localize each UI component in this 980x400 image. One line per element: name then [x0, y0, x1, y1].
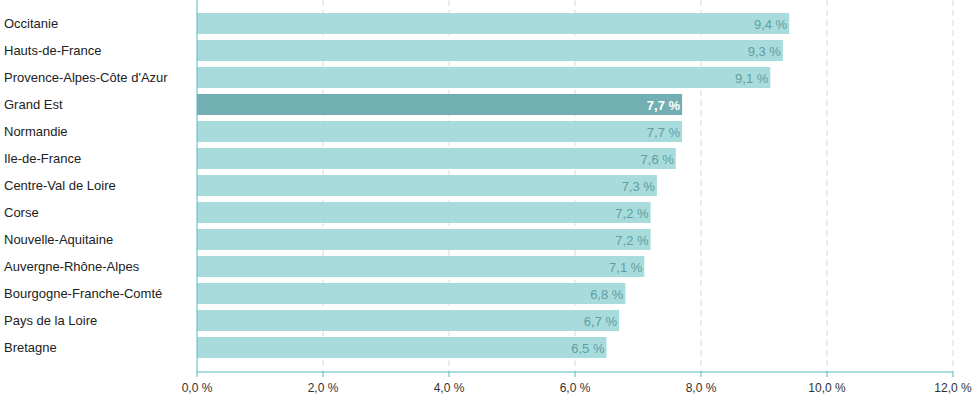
category-label: Occitanie: [4, 16, 58, 31]
bar: [197, 283, 625, 304]
bar: [197, 310, 619, 331]
tick-label: 0,0 %: [182, 381, 213, 395]
labels: Occitanie 9,4 % Hauts-de-France 9,3 % Proven…: [4, 16, 788, 356]
data-label: 7,3 %: [622, 179, 656, 194]
data-label: 6,7 %: [584, 314, 618, 329]
data-label: 9,4 %: [754, 17, 788, 32]
data-label: 7,1 %: [609, 260, 643, 275]
category-label: Ile-de-France: [4, 151, 81, 166]
tick-mark: [575, 372, 576, 377]
bar: [197, 67, 770, 88]
tick-label: 8,0 %: [686, 381, 717, 395]
bar: [197, 229, 651, 250]
category-label: Nouvelle-Aquitaine: [4, 232, 113, 247]
category-label: Centre-Val de Loire: [4, 178, 116, 193]
category-label: Corse: [4, 205, 39, 220]
bar: [197, 202, 651, 223]
data-label: 9,3 %: [748, 44, 782, 59]
tick-mark: [701, 372, 702, 377]
data-label: 6,5 %: [571, 341, 605, 356]
data-label: 9,1 %: [735, 71, 769, 86]
bar: [197, 121, 682, 142]
category-label: Auvergne-Rhône-Alpes: [4, 259, 140, 274]
x-axis-line: [197, 372, 953, 373]
bar: [197, 13, 789, 34]
data-label: 7,7 %: [647, 98, 681, 113]
chart: 0,0 % 2,0 % 4,0 % 6,0 % 8,0 % 10,0 % 12,0 % Occ…: [0, 0, 980, 400]
category-label: Hauts-de-France: [4, 43, 102, 58]
tick-mark: [197, 372, 198, 377]
tick-label: 6,0 %: [560, 381, 591, 395]
tick-label: 4,0 %: [434, 381, 465, 395]
category-label: Grand Est: [4, 97, 63, 112]
grid-line: [827, 0, 828, 372]
bars: [197, 13, 789, 358]
category-label: Bretagne: [4, 340, 57, 355]
data-label: 7,2 %: [615, 233, 649, 248]
tick-label: 10,0 %: [808, 381, 846, 395]
data-label: 7,2 %: [615, 206, 649, 221]
bar: [197, 175, 657, 196]
category-label: Normandie: [4, 124, 68, 139]
tick-label: 12,0 %: [934, 381, 972, 395]
tick-mark: [449, 372, 450, 377]
category-label: Bourgogne-Franche-Comté: [4, 286, 162, 301]
data-label: 7,7 %: [647, 125, 681, 140]
bar: [197, 94, 682, 115]
bar: [197, 40, 783, 61]
category-label: Provence-Alpes-Côte d'Azur: [4, 70, 168, 85]
tick-label: 2,0 %: [308, 381, 339, 395]
bar: [197, 148, 676, 169]
tick-mark: [827, 372, 828, 377]
bar: [197, 256, 644, 277]
category-label: Pays de la Loire: [4, 313, 97, 328]
y-axis-line: [197, 0, 198, 372]
bar: [197, 337, 607, 358]
data-label: 7,6 %: [641, 152, 675, 167]
tick-mark: [323, 372, 324, 377]
grid-line: [953, 0, 954, 372]
data-label: 6,8 %: [590, 287, 624, 302]
tick-mark: [953, 372, 954, 377]
